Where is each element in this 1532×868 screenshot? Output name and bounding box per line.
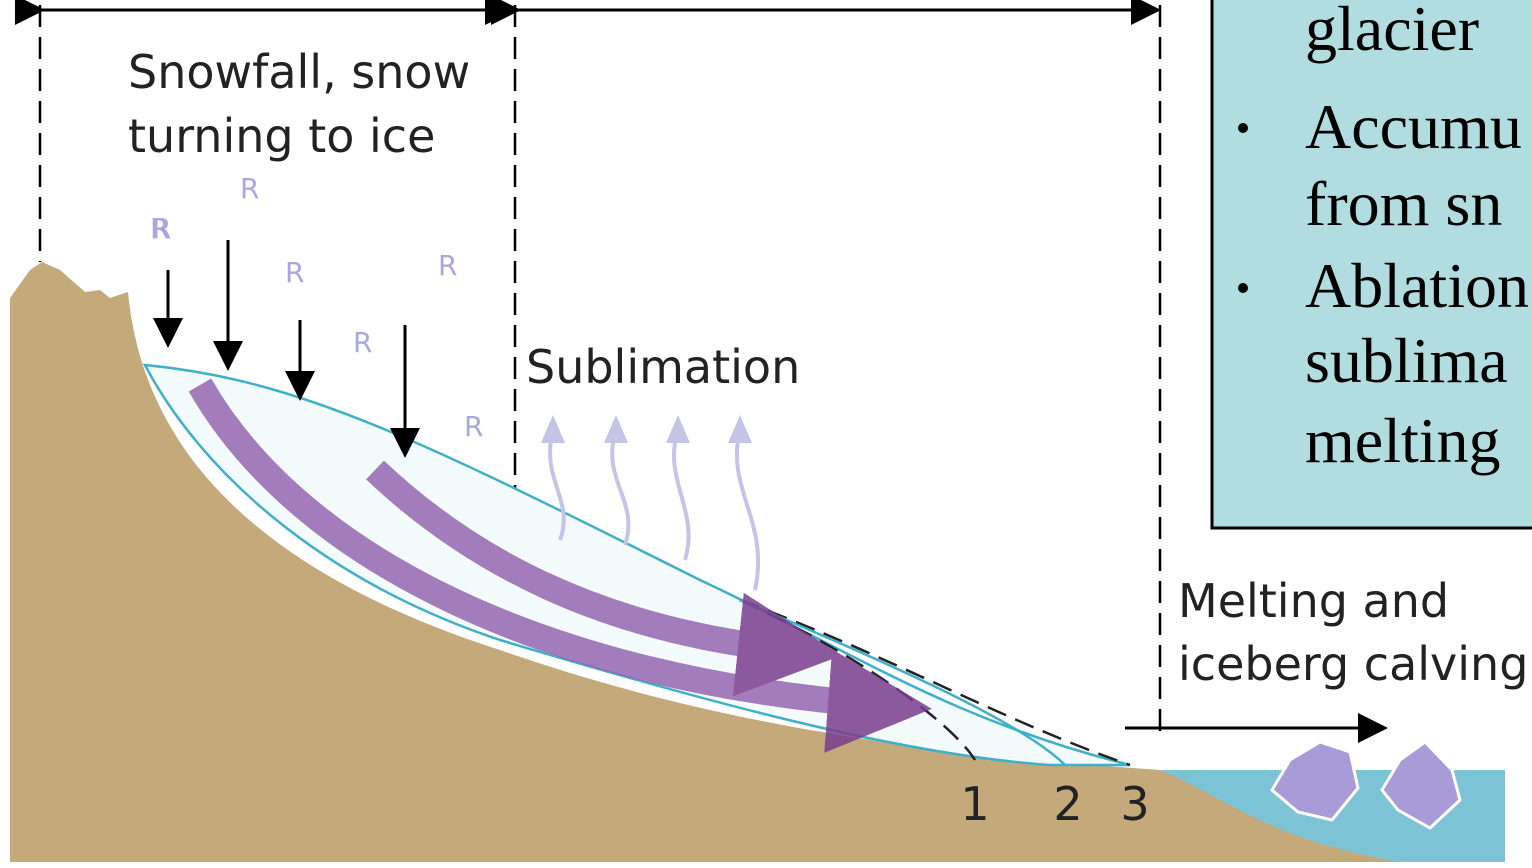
front-number: 2 — [1053, 777, 1082, 831]
sublimation-label: Sublimation — [526, 340, 800, 394]
note-line: melting — [1305, 405, 1501, 476]
note-line: from sn — [1305, 168, 1502, 239]
note-line: Accumu — [1305, 91, 1522, 162]
rain-mark: R — [152, 212, 171, 245]
front-number: 3 — [1120, 777, 1149, 831]
note-line: glacier — [1305, 0, 1479, 64]
melting-label: Melting and — [1178, 574, 1449, 628]
note-line: sublima — [1305, 325, 1508, 396]
rain-mark: R — [353, 326, 372, 359]
glacier-diagram: Snowfall, snow turning to ice Sublimation M… — [0, 0, 1532, 868]
page: Snowfall, snow turning to ice Sublimation M… — [0, 0, 1532, 868]
rain-mark: R — [464, 410, 483, 443]
rain-mark: R — [285, 256, 304, 289]
accumulation-label: turning to ice — [128, 109, 435, 163]
accumulation-label: Snowfall, snow — [128, 45, 470, 99]
wisp-heads — [541, 415, 752, 443]
note-line: Ablation — [1305, 250, 1529, 321]
melting-label: iceberg calving — [1178, 637, 1528, 691]
front-number: 1 — [960, 777, 989, 831]
rain-mark: R — [240, 172, 259, 205]
rain-mark: R — [438, 249, 457, 282]
